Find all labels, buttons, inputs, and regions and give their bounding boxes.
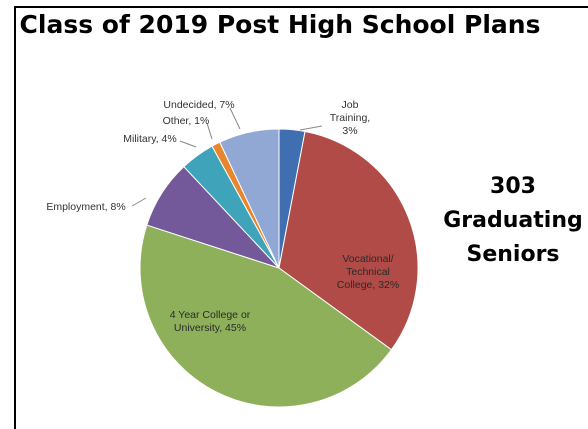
- slice-label-2: Vocational/Technical College, 32%: [337, 253, 399, 291]
- slice-label-4: Employment, 8%: [46, 201, 125, 213]
- leader-line-6: [206, 122, 213, 140]
- leader-line-5: [179, 140, 197, 148]
- seniors-count: 303: [490, 174, 536, 199]
- chart-title: Class of 2019 Post High School Plans: [19, 10, 541, 39]
- leader-line-4: [131, 197, 147, 207]
- pie-slice-2: [278, 130, 419, 351]
- pie-slice-3: [139, 224, 393, 408]
- slice-label-1: Job Training, 3%: [330, 99, 370, 137]
- seniors-label-line1: Graduating: [443, 208, 583, 233]
- leader-line-7: [229, 107, 241, 130]
- graduating-seniors-note: 303 Graduating Seniors: [438, 170, 588, 272]
- slice-label-5: Military, 4%: [123, 133, 176, 145]
- slice-label-7: Undecided, 7%: [163, 99, 234, 111]
- slice-label-3: 4 Year College or University, 45%: [170, 309, 251, 334]
- slice-label-6: Other, 1%: [163, 115, 210, 127]
- pie-slice-7: [219, 128, 280, 269]
- leader-line-1: [299, 125, 323, 131]
- seniors-label-line2: Seniors: [466, 242, 560, 267]
